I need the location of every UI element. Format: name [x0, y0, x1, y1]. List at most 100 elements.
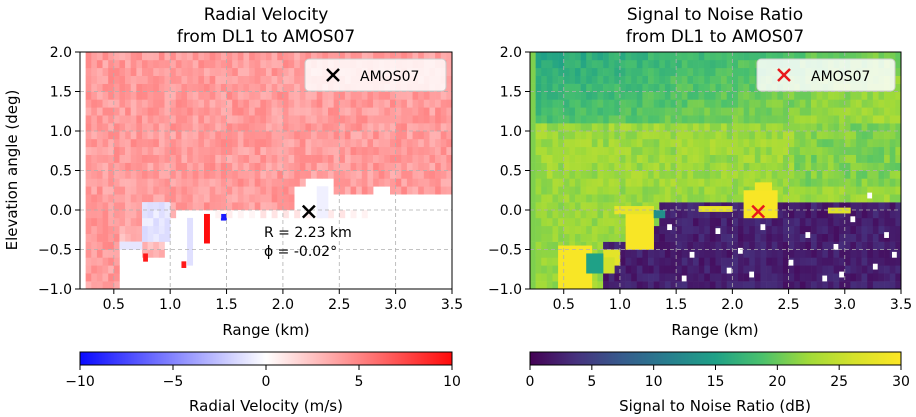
snr-cell	[597, 99, 604, 108]
rv-cell	[147, 91, 154, 100]
rv-cell	[91, 91, 98, 100]
snr-cell	[698, 249, 705, 258]
snr-cell	[737, 217, 744, 227]
rv-cell	[153, 210, 160, 219]
snr-cell	[687, 146, 694, 155]
snr-cell	[563, 52, 570, 61]
snr-cell	[574, 83, 581, 92]
snr-cell	[721, 281, 728, 289]
snr-cell	[709, 75, 716, 84]
rv-cell	[108, 162, 115, 171]
snr-cell	[681, 131, 688, 140]
snr-cell	[805, 178, 812, 187]
rv-cell	[350, 154, 357, 163]
snr-cell	[827, 178, 834, 187]
snr-cell	[889, 154, 896, 163]
rv-x-tick-label: 0.5	[103, 297, 125, 313]
snr-cell	[754, 99, 761, 108]
snr-cell	[782, 170, 789, 179]
rv-cell	[344, 138, 351, 148]
rv-cell	[316, 170, 323, 179]
rv-cell	[187, 91, 194, 100]
snr-cell	[664, 131, 671, 140]
snr-cell	[636, 162, 643, 171]
snr-cell	[597, 178, 604, 187]
rv-cell	[294, 146, 301, 155]
snr-cell	[642, 178, 649, 187]
rv-cell	[339, 99, 346, 108]
snr-cell	[777, 225, 784, 234]
snr-cell	[856, 186, 862, 195]
snr-cell	[878, 186, 885, 195]
rv-cell	[209, 154, 216, 163]
snr-cell	[749, 241, 756, 250]
snr-cell	[681, 138, 688, 148]
snr-cell	[603, 115, 609, 124]
snr-cell	[726, 99, 733, 108]
rv-cell	[108, 138, 115, 148]
snr-cell	[535, 154, 542, 163]
rv-cell	[288, 59, 295, 69]
snr-cell	[861, 281, 868, 289]
rv-cell	[260, 138, 267, 148]
snr-cell	[591, 146, 598, 155]
snr-cell	[839, 52, 846, 61]
snr-cell	[721, 99, 728, 108]
snr-cell	[670, 146, 677, 155]
rv-cell	[356, 154, 363, 163]
snr-cell	[614, 162, 621, 171]
snr-cell	[552, 233, 559, 242]
rv-cell	[142, 59, 148, 69]
snr-cell	[839, 265, 846, 274]
snr-cell	[715, 91, 722, 100]
rv-cell	[446, 178, 452, 187]
snr-cell	[872, 115, 879, 124]
snr-cell	[664, 138, 671, 148]
rv-cell	[277, 162, 284, 171]
snr-cell	[811, 52, 817, 61]
snr-cell	[822, 52, 829, 61]
rv-cell	[288, 131, 295, 140]
rv-cell	[361, 107, 368, 116]
rv-cell	[170, 154, 177, 163]
snr-cell	[833, 233, 840, 242]
snr-cell	[698, 123, 705, 132]
rv-cell	[294, 115, 301, 124]
snr-cell	[546, 138, 553, 148]
rv-cell	[277, 75, 284, 84]
rv-cell	[147, 233, 154, 242]
snr-cell	[895, 202, 901, 211]
snr-cell	[827, 186, 834, 195]
rv-cell	[395, 99, 402, 108]
rv-cell	[271, 202, 278, 211]
rv-cell	[429, 52, 436, 61]
rv-cell	[305, 91, 312, 100]
rv-cell	[142, 75, 148, 84]
snr-cell	[569, 138, 576, 148]
snr-cell	[715, 99, 722, 108]
snr-cell	[737, 170, 744, 179]
snr-cell	[693, 217, 699, 227]
snr-cell	[856, 210, 862, 219]
snr-cell	[760, 241, 767, 250]
snr-cell	[844, 249, 851, 258]
rv-cell	[220, 170, 227, 179]
rv-cell	[294, 210, 301, 219]
snr-cell	[766, 154, 773, 163]
rv-cell	[113, 59, 120, 69]
snr-cell	[648, 59, 654, 69]
snr-cell	[827, 107, 834, 116]
snr-cell	[659, 52, 666, 61]
snr-cell	[653, 202, 660, 211]
snr-cell	[546, 225, 553, 234]
snr-cell	[884, 91, 891, 100]
snr-cell	[850, 265, 857, 274]
snr-cell	[771, 99, 778, 108]
snr-cell	[586, 107, 593, 116]
snr-legend-box	[756, 58, 896, 92]
snr-cell	[574, 210, 581, 219]
rv-cell	[249, 138, 256, 148]
snr-cell	[636, 154, 643, 163]
snr-cell	[687, 83, 694, 92]
rv-cell	[102, 265, 109, 274]
